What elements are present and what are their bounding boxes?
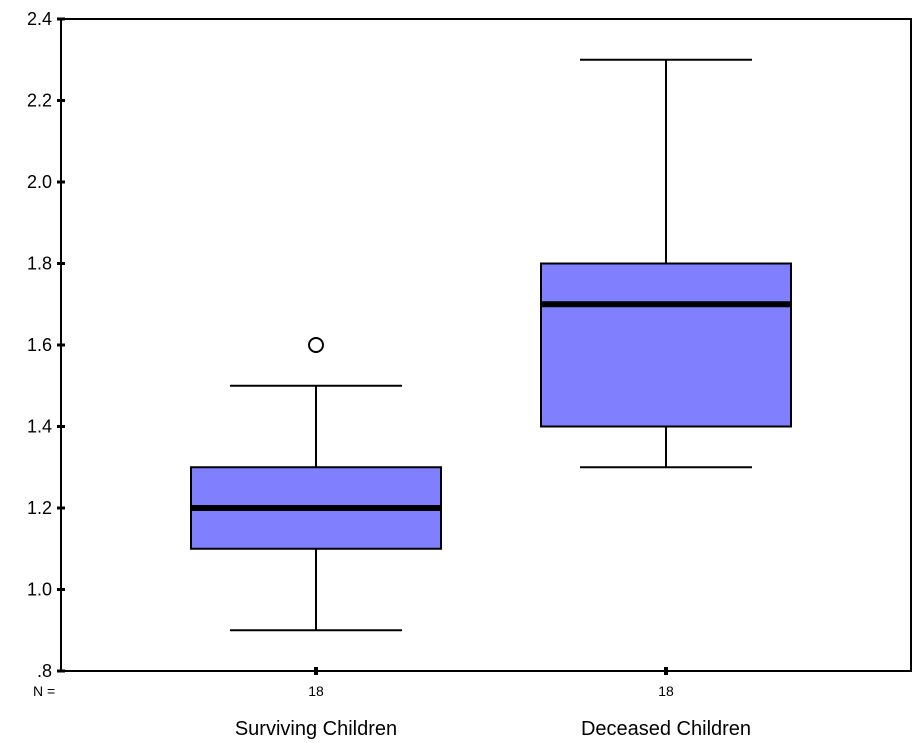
- n-value-label: 18: [308, 683, 324, 699]
- category-label: Surviving Children: [235, 718, 397, 740]
- y-tick-label: 2.4: [27, 9, 52, 29]
- iqr-box: [540, 262, 792, 428]
- y-tick-label: 1.4: [27, 417, 52, 437]
- box-group: [190, 337, 442, 632]
- boxes-layer: [190, 58, 792, 632]
- y-tick-label: .8: [37, 661, 52, 681]
- y-tick-label: 2.2: [27, 91, 52, 111]
- outlier-point: [308, 337, 324, 353]
- n-prefix-label: N =: [33, 683, 55, 699]
- y-tick-label: 2.0: [27, 172, 52, 192]
- x-axis: 18 Surviving Children 18 Deceased Children: [235, 667, 751, 740]
- category-label: Deceased Children: [581, 718, 751, 740]
- box-group: [540, 58, 792, 469]
- y-tick-label: 1.6: [27, 335, 52, 355]
- n-value-label: 18: [658, 683, 674, 699]
- y-tick-label: 1.2: [27, 498, 52, 518]
- y-axis: .8 1.0 1.2 1.4 1.6 1.8 2.0 2.2 2.4: [27, 9, 65, 681]
- y-tick-label: 1.8: [27, 254, 52, 274]
- y-tick-label: 1.0: [27, 580, 52, 600]
